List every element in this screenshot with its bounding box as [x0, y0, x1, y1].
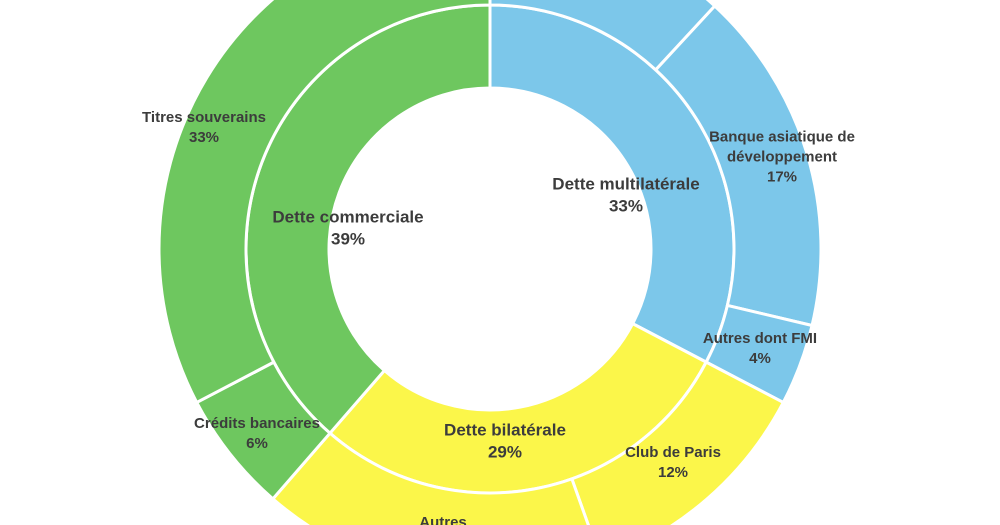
segment-titres-souverains	[157, 0, 492, 404]
segment-club-de-paris	[570, 360, 785, 525]
